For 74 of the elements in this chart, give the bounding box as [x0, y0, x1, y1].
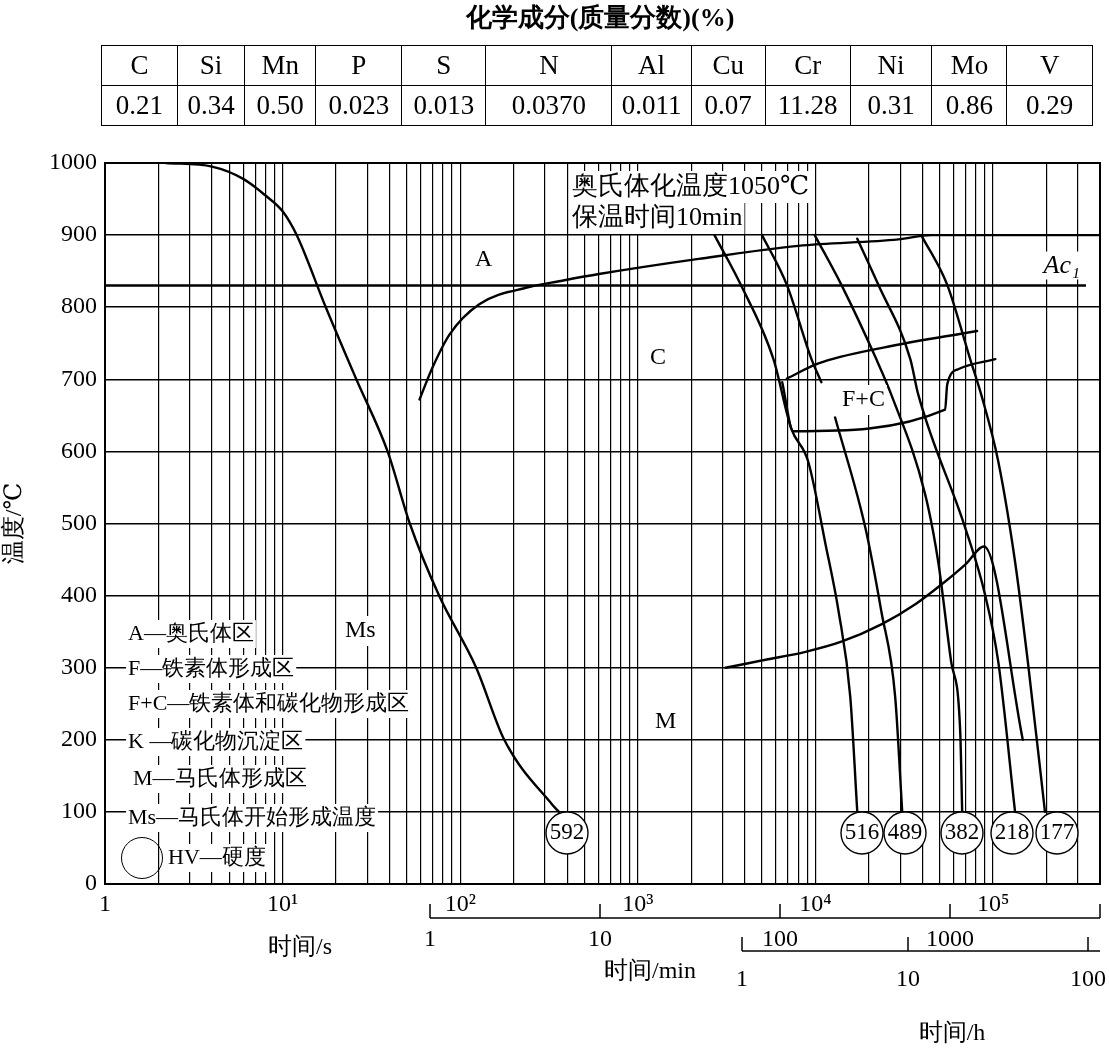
- annotation: M: [655, 707, 677, 734]
- text: 100: [762, 925, 798, 952]
- x-tick-label: 1: [99, 889, 111, 916]
- text: 100: [1070, 965, 1106, 992]
- category-label: Al: [611, 45, 692, 86]
- y-tick-label: 0: [85, 869, 97, 896]
- data-label: 0.011: [611, 85, 692, 126]
- annotation: M—马氏体形成区: [133, 764, 307, 790]
- category-label: C: [101, 45, 178, 86]
- category-label: Mn: [244, 45, 316, 86]
- text: 1: [736, 965, 748, 992]
- data-label: 0.50: [244, 85, 316, 126]
- y-tick-label: 400: [61, 580, 97, 607]
- annotation: 382: [944, 819, 980, 845]
- annotation: 177: [1039, 819, 1075, 845]
- category-label: V: [1006, 45, 1093, 86]
- text: 10: [896, 965, 920, 992]
- y-tick-label: 900: [61, 220, 97, 247]
- data-label: 0.21: [101, 85, 178, 126]
- annotation: A: [475, 245, 493, 272]
- text: 1: [424, 925, 436, 952]
- category-label: Mo: [931, 45, 1007, 86]
- y-tick-label: 700: [61, 364, 97, 391]
- ref-line-label: Ac₁: [1041, 250, 1080, 280]
- category-label: Cr: [765, 45, 851, 86]
- category-label: Cu: [691, 45, 766, 86]
- data-label: 0.34: [177, 85, 245, 126]
- annotation: HV—硬度: [168, 843, 266, 869]
- data-label: 0.013: [401, 85, 486, 126]
- data-label: 0.0370: [485, 85, 612, 126]
- text: 时间/min: [604, 957, 697, 984]
- data-label: 0.07: [691, 85, 766, 126]
- text: 化学成分(质量分数)(%): [464, 2, 736, 34]
- annotation: A—奥氏体区: [128, 619, 254, 645]
- annotation: 218: [994, 819, 1030, 845]
- category-label: P: [315, 45, 402, 86]
- annotation: F—铁素体形成区: [128, 654, 295, 680]
- text: 1000: [926, 925, 974, 952]
- category-label: N: [485, 45, 612, 86]
- data-label: 0.023: [315, 85, 402, 126]
- category-label: Ni: [850, 45, 932, 86]
- y-axis-title: 温度/℃: [0, 482, 26, 565]
- data-label: 11.28: [765, 85, 851, 126]
- y-tick-label: 200: [61, 725, 97, 752]
- x-tick-label: 10¹: [267, 889, 299, 916]
- text: 10: [588, 925, 612, 952]
- x-tick-label: 10⁵: [976, 889, 1010, 916]
- x-tick-label: 10³: [622, 889, 654, 916]
- y-tick-label: 600: [61, 436, 97, 463]
- x-tick-label: 10²: [444, 889, 476, 916]
- annotation: 516: [844, 819, 880, 845]
- annotation: F+C: [842, 385, 885, 412]
- annotation: 489: [887, 819, 923, 845]
- annotation: 奥氏体化温度1050℃: [572, 170, 810, 200]
- x-tick-label: 10⁴: [799, 889, 832, 916]
- y-tick-label: 800: [61, 292, 97, 319]
- annotation: Ms—马氏体开始形成温度: [128, 803, 377, 829]
- y-tick-label: 300: [61, 653, 97, 679]
- annotation: Ms: [345, 616, 376, 643]
- x-axis-title: 时间/s: [267, 933, 333, 960]
- y-tick-label: 500: [61, 508, 97, 535]
- category-label: S: [401, 45, 486, 86]
- annotation: F+C—铁素体和碳化物形成区: [128, 689, 410, 715]
- y-tick-label: 1000: [49, 148, 97, 175]
- data-label: 0.29: [1006, 85, 1093, 126]
- annotation: 592: [549, 819, 585, 845]
- data-label: 0.31: [850, 85, 932, 126]
- annotation: K —碳化物沉淀区: [128, 727, 304, 753]
- category-label: Si: [177, 45, 245, 86]
- annotation: 保温时间10min: [572, 201, 743, 231]
- annotation: C: [650, 343, 667, 370]
- text: 时间/h: [918, 1019, 986, 1046]
- data-label: 0.86: [931, 85, 1007, 126]
- y-tick-label: 100: [61, 797, 97, 824]
